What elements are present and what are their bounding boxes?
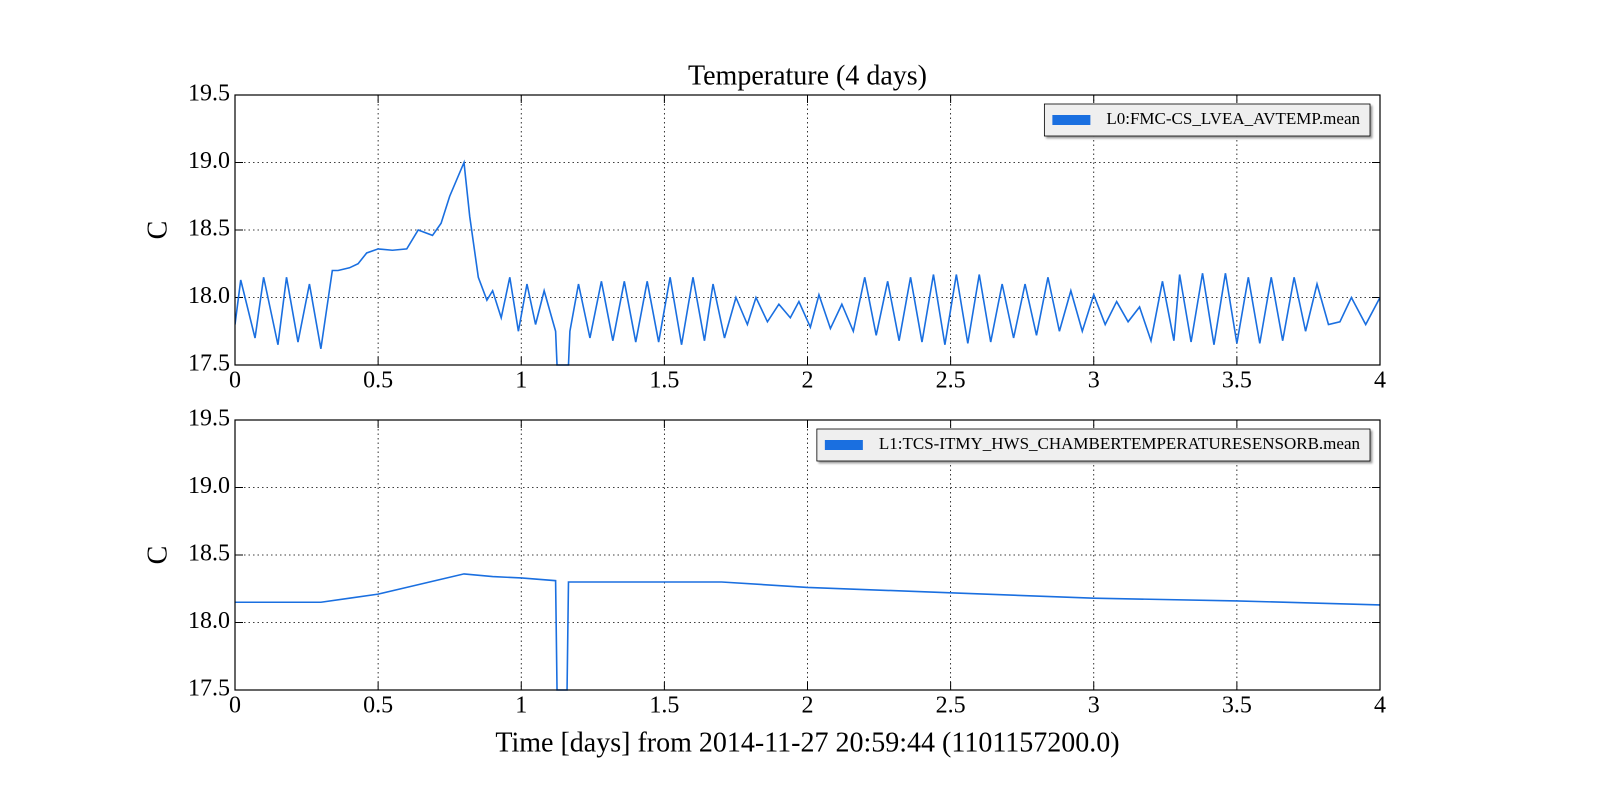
legend: L0:FMC-CS_LVEA_AVTEMP.mean [1043, 103, 1371, 137]
y-tick-label: 19.5 [188, 406, 230, 432]
y-tick-label: 19.0 [188, 148, 230, 174]
x-tick-label: 1 [515, 368, 527, 394]
y-tick-label: 18.5 [188, 541, 230, 567]
y-tick-label: 19.0 [188, 473, 230, 499]
y-axis-label: C [142, 221, 173, 240]
data-line [235, 573, 1380, 691]
x-tick-label: 4 [1374, 368, 1386, 394]
y-tick-label: 17.5 [188, 351, 230, 377]
x-tick-label: 3.5 [1222, 368, 1252, 394]
x-tick-label: 1 [515, 693, 527, 719]
x-tick-label: 2.5 [936, 693, 966, 719]
x-tick-label: 1.5 [649, 693, 679, 719]
x-tick-label: 3.5 [1222, 693, 1252, 719]
legend-label: L1:TCS-ITMY_HWS_CHAMBERTEMPERATURESENSOR… [879, 434, 1361, 453]
x-tick-label: 0 [229, 368, 241, 394]
x-tick-label: 0 [229, 693, 241, 719]
x-tick-label: 2.5 [936, 368, 966, 394]
legend-label: L0:FMC-CS_LVEA_AVTEMP.mean [1106, 109, 1360, 128]
x-tick-label: 4 [1374, 693, 1386, 719]
y-tick-label: 18.5 [188, 216, 230, 242]
x-tick-label: 3 [1088, 368, 1100, 394]
y-tick-label: 17.5 [188, 676, 230, 702]
legend-swatch [824, 440, 863, 450]
x-tick-label: 1.5 [649, 368, 679, 394]
y-tick-label: 19.5 [188, 81, 230, 107]
y-tick-label: 18.0 [188, 283, 230, 309]
x-tick-label: 2 [802, 368, 814, 394]
y-axis-label: C [142, 546, 173, 565]
legend: L1:TCS-ITMY_HWS_CHAMBERTEMPERATURESENSOR… [816, 428, 1371, 462]
legend-box [1043, 103, 1371, 137]
chart-title: Temperature (4 days) [688, 60, 927, 91]
plot-frame [234, 94, 1381, 366]
y-tick-label: 18.0 [188, 608, 230, 634]
legend-box [816, 428, 1371, 462]
x-tick-label: 0.5 [363, 693, 393, 719]
plot-frame [234, 419, 1381, 691]
x-tick-label: 0.5 [363, 368, 393, 394]
x-tick-label: 3 [1088, 693, 1100, 719]
x-tick-label: 2 [802, 693, 814, 719]
legend-swatch [1052, 115, 1091, 125]
data-line [235, 159, 1380, 366]
x-axis-label: Time [days] from 2014-11-27 20:59:44 (11… [495, 727, 1119, 758]
